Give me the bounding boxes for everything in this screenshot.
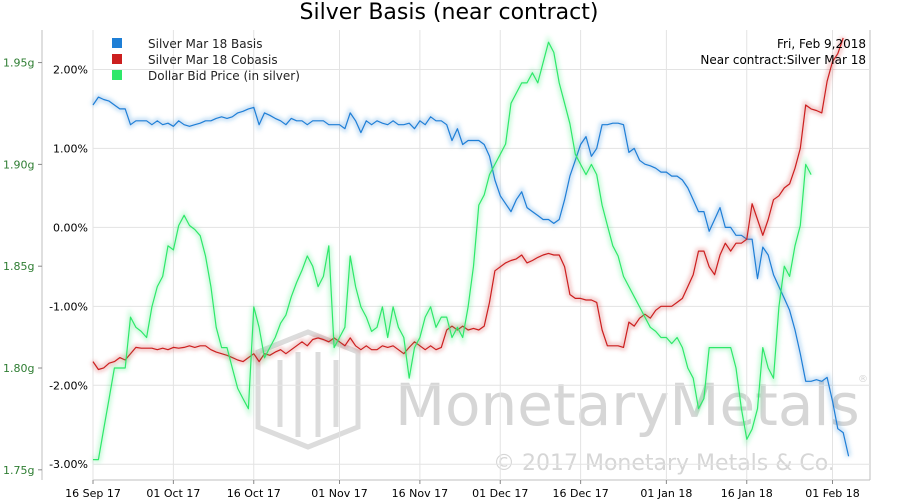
x-tick-label: 16 Nov 17 — [392, 487, 448, 500]
chart-title: Silver Basis (near contract) — [300, 0, 599, 25]
series-line-basis — [92, 96, 850, 457]
legend-label-basis: Silver Mar 18 Basis — [148, 37, 262, 51]
x-tick-label: 16 Jan 18 — [721, 487, 773, 500]
legend-swatch-cobasis — [112, 54, 122, 64]
legend-swatch-basis — [112, 38, 122, 48]
x-tick-label: 16 Oct 17 — [227, 487, 281, 500]
y-left-tick-label: 1.80g — [3, 362, 34, 375]
y-right-tick-label: -3.00% — [49, 458, 88, 471]
legend-item-cobasis: Silver Mar 18 Cobasis — [112, 53, 278, 67]
date-annotation: Fri, Feb 9,2018 — [777, 37, 866, 51]
watermark-logo — [255, 329, 361, 450]
legend-item-basis: Silver Mar 18 Basis — [112, 37, 262, 51]
contract-annotation: Near contract:Silver Mar 18 — [700, 53, 866, 67]
x-tick-label: 01 Feb 18 — [805, 487, 859, 500]
y-left-tick-label: 1.75g — [3, 464, 34, 477]
legend-swatch-dollar-bid — [112, 70, 122, 80]
axes: 2.00% 1.00% 0.00% -1.00% -2.00% -3.00% 16 Sep … — [3, 57, 860, 500]
legend-label-cobasis: Silver Mar 18 Cobasis — [148, 53, 278, 67]
series — [90, 35, 852, 463]
series-line-cobasis — [92, 37, 844, 371]
watermark: MonetaryMetals ® © 2017 Monetary Metals … — [255, 329, 868, 476]
x-tick-label: 16 Sep 17 — [65, 487, 121, 500]
y-left-tick-label: 1.85g — [3, 260, 34, 273]
x-tick-label: 01 Jan 18 — [640, 487, 692, 500]
x-tick-label: 01 Dec 17 — [472, 487, 528, 500]
y-left-tick-label: 1.90g — [3, 158, 34, 171]
y-right-tick-label: 1.00% — [53, 142, 88, 155]
x-tick-label: 16 Dec 17 — [552, 487, 608, 500]
y-right-tick-label: 2.00% — [53, 63, 88, 76]
watermark-name: MonetaryMetals — [395, 371, 860, 439]
y-right-tick-label: 0.00% — [53, 221, 88, 234]
watermark-registered: ® — [858, 374, 868, 385]
y-right-tick-label: -1.00% — [49, 300, 88, 313]
legend-label-dollar-bid: Dollar Bid Price (in silver) — [148, 69, 300, 83]
x-tick-label: 01 Oct 17 — [146, 487, 200, 500]
legend-item-dollar-bid: Dollar Bid Price (in silver) — [112, 69, 300, 83]
y-right-tick-label: -2.00% — [49, 379, 88, 392]
x-tick-label: 01 Nov 17 — [311, 487, 367, 500]
legend: Silver Mar 18 Basis Silver Mar 18 Cobasi… — [112, 37, 300, 83]
watermark-copyright: © 2017 Monetary Metals & Co. — [493, 451, 835, 476]
y-left-tick-label: 1.95g — [3, 57, 34, 70]
series-line-dollar-bid — [93, 41, 812, 461]
